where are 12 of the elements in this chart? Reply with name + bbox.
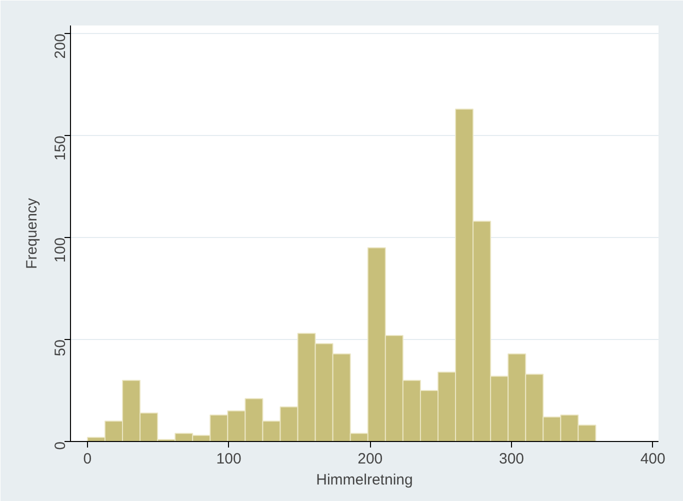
x-tick-label: 200 (358, 450, 383, 468)
y-tick-label: 200 (52, 34, 69, 59)
x-axis-title: Himmelretning (316, 472, 413, 488)
y-tick-label: 150 (52, 136, 69, 161)
x-tick-label: 300 (498, 450, 524, 468)
y-axis-title: Frequency (24, 198, 40, 269)
x-tick-label: 0 (83, 450, 92, 468)
y-tick-label: 0 (52, 442, 69, 450)
x-tick-label: 400 (640, 450, 666, 468)
x-tick-label: 100 (216, 450, 242, 468)
y-tick-label: 100 (52, 238, 69, 263)
y-tick-label: 50 (52, 340, 69, 356)
